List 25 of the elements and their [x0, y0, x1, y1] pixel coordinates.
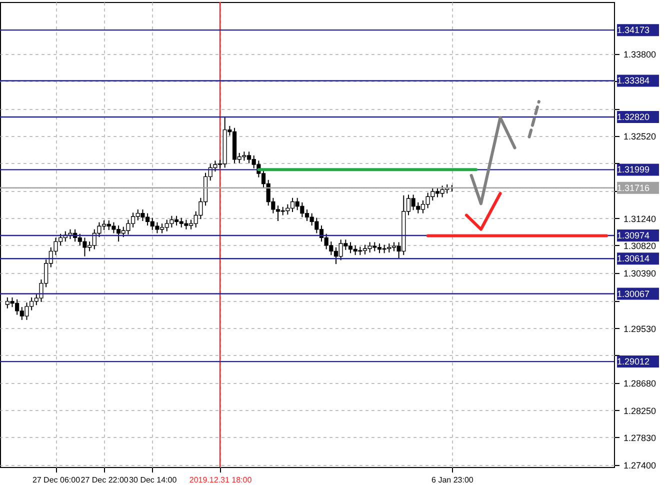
x-tick-label: 27 Dec 06:00	[32, 476, 81, 484]
x-tick-label: 2019.12.31 18:00	[189, 476, 252, 484]
line-series	[470, 116, 516, 206]
y-tick-label: 1.27400	[624, 460, 656, 471]
y-tick-label: 1.27830	[624, 432, 656, 443]
x-tick-label: 30 Dec 14:00	[129, 476, 178, 484]
y-tick-label: 1.30820	[624, 240, 656, 251]
y-tick-label: 1.33800	[624, 50, 656, 60]
y-tick-label: 1.29530	[624, 324, 656, 334]
y-tick-label: 1.28250	[624, 406, 656, 416]
y-tick-label: 1.30390	[624, 268, 656, 279]
ref-line-label: 1.33384	[617, 76, 650, 86]
ref-line-label: 1.30614	[617, 254, 650, 264]
ref-line-label: 1.31999	[617, 164, 650, 175]
ref-line-label: 1.30974	[617, 230, 650, 241]
x-tick-label: 27 Dec 22:00	[80, 476, 129, 484]
ref-line-label: 1.31716	[617, 182, 650, 193]
y-tick-label: 1.28680	[624, 378, 656, 388]
ref-line-label: 1.29012	[617, 356, 650, 367]
ref-line-label: 1.32820	[617, 112, 650, 122]
y-tick-label: 1.31240	[624, 214, 656, 224]
ref-line-label: 1.34173	[617, 25, 650, 36]
x-tick-label: 6 Jan 23:00	[432, 476, 474, 484]
ref-line-label: 1.30067	[617, 288, 650, 299]
y-tick-label: 1.32520	[624, 132, 656, 142]
